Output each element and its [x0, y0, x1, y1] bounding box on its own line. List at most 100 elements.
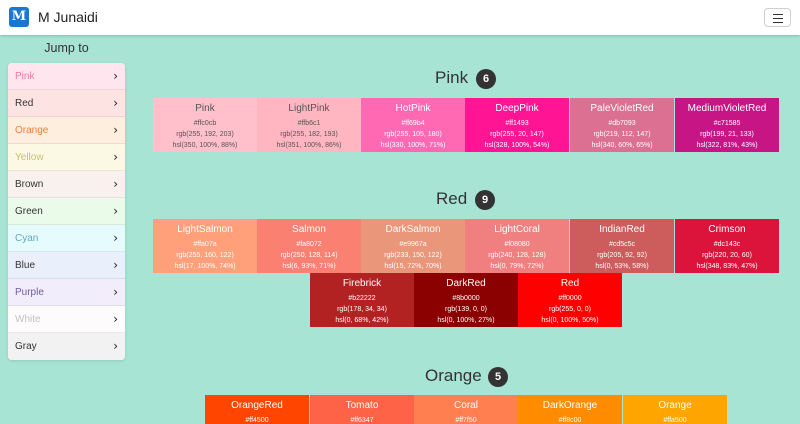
color-name: DarkSalmon	[385, 224, 441, 235]
sidebar-item-cyan[interactable]: Cyan ›	[8, 225, 125, 252]
color-swatch[interactable]: Orange #ffa500	[623, 395, 727, 424]
color-name: DeepPink	[495, 103, 539, 114]
color-swatch[interactable]: Coral #ff7f50	[414, 395, 518, 424]
sidebar-item-white[interactable]: White ›	[8, 306, 125, 333]
color-rgb: rgb(220, 20, 60)	[702, 252, 752, 259]
color-hex: #ffb6c1	[297, 120, 321, 127]
color-name: DarkRed	[446, 278, 486, 289]
color-hsl: hsl(0, 100%, 27%)	[437, 317, 495, 324]
color-swatch[interactable]: DarkRed #8b0000 rgb(139, 0, 0) hsl(0, 100%,…	[414, 273, 518, 327]
chevron-right-icon: ›	[113, 96, 118, 110]
color-name: PaleVioletRed	[590, 103, 654, 114]
color-rgb: rgb(250, 128, 114)	[280, 252, 338, 259]
color-hsl: hsl(0, 68%, 42%)	[335, 317, 389, 324]
color-swatch[interactable]: Tomato #ff6347	[310, 395, 414, 424]
color-name: MediumVioletRed	[687, 103, 767, 114]
color-hex: #cd5c5c	[608, 241, 636, 248]
sidebar-item-green[interactable]: Green ›	[8, 198, 125, 225]
color-hex: #ffc0cb	[193, 120, 217, 127]
color-swatch[interactable]: LightSalmon #ffa07a rgb(255, 160, 122) hsl(…	[153, 219, 257, 273]
color-hex: #f08080	[504, 241, 530, 248]
color-swatch[interactable]: MediumVioletRed #c71585 rgb(199, 21, 133) h…	[675, 98, 779, 152]
sidebar-item-label: Pink	[15, 71, 35, 82]
color-swatch[interactable]: DarkOrange #ff8c00	[518, 395, 622, 424]
color-swatch[interactable]: IndianRed #cd5c5c rgb(205, 92, 92) hsl(0, 5…	[570, 219, 674, 273]
color-hex: #ff4500	[245, 417, 269, 424]
color-rgb: rgb(255, 20, 147)	[490, 131, 544, 138]
sidebar-item-label: Purple	[15, 287, 44, 298]
color-swatch[interactable]: Pink #ffc0cb rgb(255, 192, 203) hsl(350, 10…	[153, 98, 257, 152]
sidebar-item-pink[interactable]: Pink ›	[8, 63, 125, 90]
color-swatch[interactable]: Firebrick #b22222 rgb(178, 34, 34) hsl(0, 6…	[310, 273, 414, 327]
menu-toggle-button[interactable]	[764, 8, 791, 27]
chevron-right-icon: ›	[113, 285, 118, 299]
color-hex: #e9967a	[399, 241, 427, 248]
color-swatch[interactable]: DeepPink #ff1493 rgb(255, 20, 147) hsl(328,…	[465, 98, 569, 152]
color-hsl: hsl(350, 100%, 88%)	[172, 142, 238, 149]
color-rgb: rgb(139, 0, 0)	[444, 306, 488, 313]
brand-name[interactable]: M Junaidi	[38, 9, 98, 25]
sidebar-item-gray[interactable]: Gray ›	[8, 333, 125, 360]
color-swatch[interactable]: Red #ff0000 rgb(255, 0, 0) hsl(0, 100%, 50%…	[518, 273, 622, 327]
chevron-right-icon: ›	[113, 69, 118, 83]
sidebar-item-label: Green	[15, 206, 43, 217]
sidebar-item-label: Gray	[15, 341, 37, 352]
color-name: LightPink	[288, 103, 330, 114]
sidebar-item-blue[interactable]: Blue ›	[8, 252, 125, 279]
color-name: Orange	[658, 400, 692, 411]
sidebar-item-label: Brown	[15, 179, 44, 190]
sidebar-item-orange[interactable]: Orange ›	[8, 117, 125, 144]
sidebar-item-brown[interactable]: Brown ›	[8, 171, 125, 198]
jump-to-title: Jump to	[44, 41, 89, 55]
color-hsl: hsl(351, 100%, 86%)	[276, 142, 342, 149]
color-hex: #ff8c00	[558, 417, 582, 424]
color-swatch[interactable]: HotPink #ff69b4 rgb(255, 105, 180) hsl(330,…	[361, 98, 465, 152]
color-hsl: hsl(348, 83%, 47%)	[696, 263, 758, 270]
color-swatch[interactable]: Crimson #dc143c rgb(220, 20, 60) hsl(348, 8…	[675, 219, 779, 273]
sidebar-item-purple[interactable]: Purple ›	[8, 279, 125, 306]
section-title-pink: Pink	[435, 68, 469, 87]
color-name: OrangeRed	[231, 400, 283, 411]
chevron-right-icon: ›	[113, 258, 118, 272]
navbar: M M Junaidi	[0, 0, 800, 35]
color-rgb: rgb(240, 128, 128)	[488, 252, 546, 259]
color-hex: #ff7f50	[455, 417, 477, 424]
color-swatch[interactable]: LightPink #ffb6c1 rgb(255, 182, 193) hsl(35…	[257, 98, 361, 152]
sidebar-item-label: Blue	[15, 260, 36, 271]
color-hex: #db7093	[608, 120, 636, 127]
color-hex: #8b0000	[452, 295, 480, 302]
color-hex: #dc143c	[713, 241, 741, 248]
sidebar-item-red[interactable]: Red ›	[8, 90, 125, 117]
color-name: Coral	[454, 400, 478, 411]
color-rgb: rgb(199, 21, 133)	[700, 131, 754, 138]
color-hex: #ff0000	[558, 295, 582, 302]
color-hex: #c71585	[713, 120, 741, 127]
color-hex: #ffa500	[663, 417, 687, 424]
color-swatch[interactable]: Salmon #fa8072 rgb(250, 128, 114) hsl(6, 93…	[257, 219, 361, 273]
color-swatch[interactable]: PaleVioletRed #db7093 rgb(219, 112, 147) hs…	[570, 98, 674, 152]
sidebar-item-yellow[interactable]: Yellow ›	[8, 144, 125, 171]
color-hex: #ff6347	[350, 417, 374, 424]
color-hex: #fa8072	[296, 241, 322, 248]
color-hsl: hsl(330, 100%, 71%)	[380, 142, 446, 149]
count-badge: 5	[488, 367, 508, 387]
color-swatch[interactable]: LightCoral #f08080 rgb(240, 128, 128) hsl(0…	[465, 219, 569, 273]
color-swatch[interactable]: DarkSalmon #e9967a rgb(233, 150, 122) hsl(1…	[361, 219, 465, 273]
color-rgb: rgb(255, 0, 0)	[548, 306, 592, 313]
color-rgb: rgb(255, 160, 122)	[176, 252, 234, 259]
color-rgb: rgb(219, 112, 147)	[593, 131, 651, 138]
color-swatch[interactable]: OrangeRed #ff4500	[205, 395, 309, 424]
sidebar-item-label: White	[15, 314, 41, 325]
sidebar-item-label: Cyan	[15, 233, 39, 244]
chevron-right-icon: ›	[113, 177, 118, 191]
color-hex: #ffa07a	[193, 241, 217, 248]
chevron-right-icon: ›	[113, 123, 118, 137]
count-badge: 9	[475, 190, 495, 210]
color-hex: #b22222	[348, 295, 376, 302]
sidebar-nav: Pink › Red › Orange › Yellow › Brown › Green ›…	[8, 63, 125, 360]
color-name: Tomato	[345, 400, 379, 411]
chevron-right-icon: ›	[113, 150, 118, 164]
hamburger-icon	[773, 14, 783, 15]
color-name: HotPink	[395, 103, 431, 114]
brand-logo-icon[interactable]: M	[9, 7, 29, 27]
